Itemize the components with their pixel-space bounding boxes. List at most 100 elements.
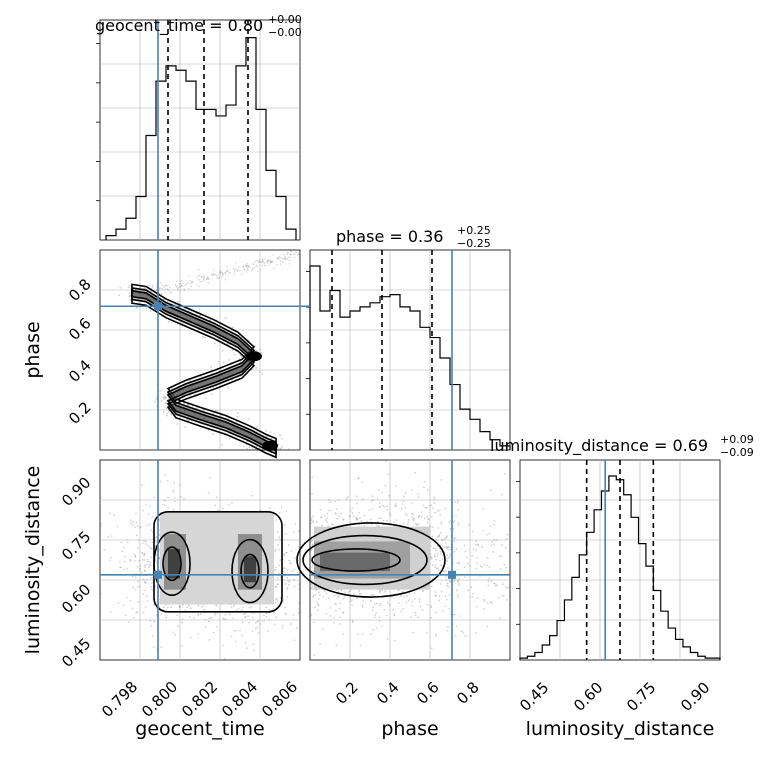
density-point <box>262 614 265 617</box>
density-point <box>233 273 235 275</box>
density-point <box>154 540 157 542</box>
density-point <box>145 581 148 584</box>
density-point <box>489 600 492 603</box>
density-point <box>375 524 378 527</box>
density-point <box>481 546 483 548</box>
density-point <box>288 259 291 262</box>
density-point <box>285 588 288 591</box>
density-point <box>333 621 335 624</box>
contour-line <box>131 289 277 453</box>
density-point <box>472 530 474 533</box>
density-point <box>487 579 490 582</box>
density-point <box>288 580 291 583</box>
density-point <box>327 509 330 512</box>
density-point <box>151 286 154 289</box>
density-point <box>441 558 444 561</box>
density-point <box>257 631 260 634</box>
panel-luminosity-distance-vs-phase <box>296 459 511 661</box>
density-point <box>448 607 451 610</box>
density-point <box>138 526 141 529</box>
tick-label: 0.8 <box>65 275 95 305</box>
density-point <box>219 269 221 272</box>
density-point <box>506 598 508 601</box>
density-point <box>279 448 281 450</box>
density-point <box>201 280 203 283</box>
density-point <box>296 254 299 256</box>
density-point <box>333 500 336 503</box>
density-point <box>223 658 226 660</box>
density-point <box>212 268 215 271</box>
density-point <box>293 639 296 642</box>
density-point <box>439 548 441 550</box>
density-point <box>435 611 437 614</box>
density-point <box>310 587 312 590</box>
density-point <box>230 635 233 638</box>
density-point <box>178 285 181 288</box>
density-point <box>470 586 473 589</box>
density-point <box>456 579 459 582</box>
density-point <box>202 335 204 338</box>
density-point <box>146 524 149 527</box>
density-point <box>286 568 289 571</box>
density-point <box>294 252 296 255</box>
density-point <box>342 611 345 614</box>
density-point <box>212 274 215 276</box>
density-point <box>336 596 339 599</box>
density-point <box>263 262 266 265</box>
density-point <box>378 502 381 505</box>
density-point <box>374 614 376 617</box>
panel-geocent-time-hist: geocent_time = 0.80 +0.00 −0.00 <box>95 13 302 241</box>
density-point <box>464 635 467 637</box>
density-point <box>166 300 169 303</box>
density-point <box>233 270 236 273</box>
density-point <box>377 489 380 491</box>
density-point <box>109 559 111 562</box>
density-point <box>361 606 364 608</box>
density-point <box>177 286 179 289</box>
density-point <box>425 632 428 634</box>
density-point <box>257 261 260 263</box>
density-point <box>146 558 149 561</box>
density-point <box>259 509 262 512</box>
density-point <box>444 595 447 598</box>
density-point <box>475 567 478 570</box>
density-point <box>453 537 456 540</box>
density-point <box>406 523 409 526</box>
density-point <box>466 562 469 565</box>
density-point <box>198 285 200 288</box>
density-point <box>291 570 294 573</box>
density-point <box>368 509 371 511</box>
density-point <box>388 494 391 497</box>
density-point <box>469 564 472 567</box>
density-point <box>224 272 226 274</box>
density-point <box>439 550 442 553</box>
density-point <box>320 524 323 527</box>
density-point <box>176 423 179 425</box>
panel-luminosity-distance-vs-geocent-time <box>99 459 301 661</box>
density-point <box>137 539 140 541</box>
density-point <box>245 265 248 267</box>
density-point <box>371 609 374 612</box>
density-point <box>248 266 250 268</box>
density-point <box>438 509 441 512</box>
density-point <box>412 519 415 522</box>
density-point <box>358 592 361 595</box>
density-point <box>216 277 218 279</box>
density-point <box>167 288 170 291</box>
density-point <box>504 472 506 475</box>
density-point <box>161 287 164 290</box>
density-point <box>355 518 358 521</box>
density-point <box>251 268 254 271</box>
density-point <box>228 272 230 274</box>
density-point <box>457 568 459 571</box>
density-point <box>457 584 460 587</box>
density-point <box>250 269 253 272</box>
density-point <box>134 588 137 591</box>
density-point <box>109 512 111 515</box>
density-point <box>269 259 271 262</box>
density-point <box>202 278 205 281</box>
density-point <box>378 604 381 607</box>
density-point <box>386 519 388 522</box>
density-point <box>405 492 407 495</box>
quantile-lines <box>585 460 655 660</box>
